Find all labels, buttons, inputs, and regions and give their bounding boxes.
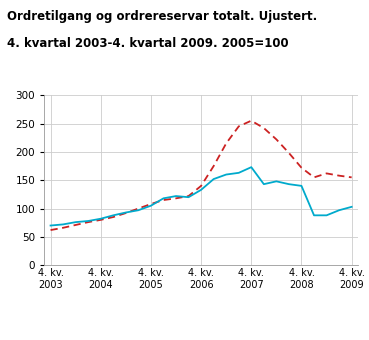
Tilgang [337, 208, 341, 212]
Reserve [61, 226, 65, 230]
Tilgang [136, 208, 141, 212]
Tilgang [299, 184, 304, 188]
Tilgang [73, 220, 78, 224]
Tilgang [199, 188, 203, 192]
Line: Tilgang: Tilgang [51, 167, 352, 225]
Reserve [287, 151, 291, 155]
Reserve [249, 119, 254, 123]
Reserve [136, 206, 141, 210]
Reserve [324, 171, 329, 175]
Reserve [337, 174, 341, 178]
Reserve [48, 228, 53, 232]
Tilgang [312, 213, 316, 217]
Reserve [299, 166, 304, 170]
Reserve [349, 175, 354, 180]
Tilgang [86, 219, 90, 223]
Tilgang [99, 217, 103, 221]
Reserve [237, 124, 241, 129]
Tilgang [174, 194, 178, 198]
Tilgang [274, 179, 279, 183]
Tilgang [324, 213, 329, 217]
Reserve [111, 215, 115, 219]
Tilgang [211, 177, 216, 181]
Tilgang [48, 223, 53, 227]
Tilgang [224, 172, 228, 176]
Tilgang [237, 171, 241, 175]
Reserve [262, 126, 266, 130]
Reserve [149, 202, 153, 206]
Reserve [161, 198, 166, 202]
Tilgang [149, 204, 153, 208]
Tilgang [349, 205, 354, 209]
Reserve [199, 184, 203, 188]
Reserve [174, 196, 178, 200]
Tilgang [262, 182, 266, 186]
Tilgang [249, 165, 254, 169]
Tilgang [287, 182, 291, 186]
Reserve [224, 141, 228, 146]
Text: 4. kvartal 2003-4. kvartal 2009. 2005=100: 4. kvartal 2003-4. kvartal 2009. 2005=10… [7, 37, 289, 50]
Reserve [99, 218, 103, 222]
Line: Reserve: Reserve [51, 121, 352, 230]
Tilgang [61, 222, 65, 226]
Legend: Reserve, Tilgang: Reserve, Tilgang [114, 335, 289, 340]
Reserve [312, 175, 316, 180]
Reserve [73, 223, 78, 227]
Tilgang [124, 210, 128, 215]
Reserve [86, 220, 90, 224]
Tilgang [186, 195, 191, 199]
Reserve [274, 137, 279, 141]
Reserve [186, 194, 191, 198]
Reserve [211, 164, 216, 168]
Tilgang [111, 213, 115, 217]
Tilgang [161, 196, 166, 200]
Reserve [124, 211, 128, 215]
Text: Ordretilgang og ordrereservar totalt. Ujustert.: Ordretilgang og ordrereservar totalt. Uj… [7, 10, 318, 23]
